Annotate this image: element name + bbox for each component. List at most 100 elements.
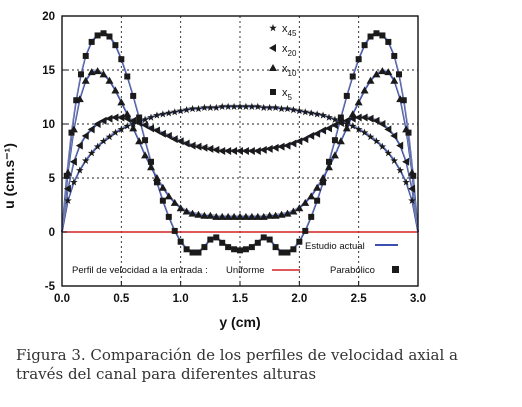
- data-point-square: [112, 42, 119, 49]
- data-point-square: [314, 197, 321, 204]
- data-point-square: [237, 247, 243, 254]
- data-point-triangle-up: [224, 212, 233, 220]
- data-point-triangle-up: [253, 212, 262, 220]
- data-point-triangle-up: [354, 98, 363, 106]
- data-point-triangle-left: [81, 131, 89, 140]
- x-tick-label: 2.5: [351, 293, 368, 305]
- data-point-triangle-up: [141, 151, 150, 159]
- data-point-square: [165, 213, 172, 220]
- data-point-star: [111, 128, 120, 136]
- data-point-star: [188, 104, 197, 113]
- data-point-triangle-up: [330, 151, 339, 159]
- data-point-triangle-left: [152, 126, 160, 135]
- data-point-triangle-left: [390, 131, 398, 140]
- data-point-triangle-left: [75, 141, 83, 150]
- velocity-profile-chart: 0.0 0.5 1.0 1.5 2.0 2.5 3.0 -5 0 5 10 15 20 u (cm.s⁻…: [1, 11, 426, 330]
- data-point-triangle-up: [342, 124, 351, 132]
- data-point-star: [384, 149, 393, 157]
- data-point-triangle-left: [408, 184, 416, 193]
- data-point-star: [230, 102, 238, 110]
- data-point-star: [283, 104, 292, 113]
- data-point-star: [105, 132, 114, 141]
- data-point-square: [272, 244, 279, 251]
- data-point-square: [231, 246, 238, 253]
- data-point-triangle-left: [348, 114, 356, 123]
- data-point-triangle-up: [194, 210, 203, 218]
- data-point-triangle-left: [313, 129, 321, 138]
- data-point-star: [248, 102, 256, 110]
- data-point-square: [326, 158, 332, 165]
- legend-label-sub: 5: [288, 93, 293, 102]
- data-point-star: [242, 102, 250, 110]
- data-point-triangle-up: [69, 125, 78, 133]
- data-point-triangle-left: [141, 121, 149, 130]
- data-point-star: [372, 137, 381, 145]
- data-point-triangle-left: [69, 157, 77, 166]
- y-tick-label: 0: [49, 227, 55, 239]
- data-point-triangle-left: [325, 124, 332, 133]
- data-point-star: [295, 107, 304, 115]
- data-point-square: [290, 246, 297, 253]
- data-point-square: [331, 137, 338, 144]
- data-point-square: [405, 129, 412, 136]
- data-point-triangle-up: [206, 211, 215, 219]
- data-point-triangle-up: [182, 207, 191, 215]
- data-point-triangle-up: [408, 168, 417, 176]
- data-point-triangle-left: [212, 145, 220, 154]
- data-point-triangle-left: [402, 157, 410, 166]
- data-point-triangle-left: [265, 144, 273, 153]
- data-point-star: [182, 105, 191, 114]
- data-point-triangle-up: [176, 204, 185, 212]
- legend-label: x20: [282, 43, 297, 58]
- data-point-square: [278, 249, 285, 256]
- data-point-square: [100, 30, 107, 37]
- data-point-square: [136, 114, 143, 121]
- data-point-square: [195, 249, 202, 256]
- data-point-square: [94, 32, 101, 39]
- data-point-square: [379, 32, 386, 39]
- data-point-triangle-left: [295, 137, 303, 146]
- data-point-star: [265, 103, 274, 112]
- data-point-triangle-left: [307, 131, 315, 140]
- data-point-triangle-up: [63, 168, 72, 176]
- legend-marker-star: [269, 24, 277, 32]
- data-point-triangle-up: [265, 211, 274, 219]
- y-tick-label: 15: [42, 65, 55, 77]
- x-tick-label: 1.0: [173, 293, 189, 305]
- data-point-star: [337, 117, 345, 126]
- data-point-star: [76, 166, 84, 174]
- figure-caption: Figura 3. Comparación de los perfiles de…: [16, 346, 512, 384]
- legend-bottom: Estudio actual Perfil de velocidad a la …: [72, 241, 399, 276]
- data-point-square: [148, 158, 154, 165]
- y-tick-label: -5: [45, 281, 56, 293]
- data-point-triangle-up: [75, 95, 84, 103]
- data-point-triangle-up: [259, 212, 268, 220]
- data-point-triangle-left: [247, 147, 255, 155]
- ticks-layer: 0.0 0.5 1.0 1.5 2.0 2.5 3.0 -5 0 5 10 15 20: [42, 11, 426, 305]
- legend-perfil-label: Perfil de velocidad a la entrada :: [72, 265, 208, 276]
- data-point-triangle-up: [283, 209, 292, 217]
- data-point-square: [391, 52, 398, 59]
- data-point-star: [319, 111, 327, 119]
- data-point-square: [142, 137, 149, 144]
- data-point-triangle-up: [147, 163, 155, 171]
- legend-marker-square: [270, 89, 276, 95]
- data-point-triangle-up: [135, 137, 144, 145]
- data-point-square: [367, 33, 374, 40]
- data-point-star: [93, 142, 102, 150]
- data-point-square: [302, 227, 309, 234]
- data-point-triangle-left: [372, 116, 380, 125]
- data-point-star: [218, 102, 226, 110]
- data-point-star: [277, 104, 286, 113]
- data-point-star: [224, 102, 232, 110]
- x-tick-label: 0.0: [54, 293, 70, 305]
- data-point-triangle-left: [378, 120, 386, 128]
- data-point-star: [313, 110, 321, 118]
- data-point-triangle-left: [360, 113, 368, 122]
- data-point-square: [77, 71, 84, 78]
- y-axis-label: u (cm.s⁻¹): [1, 143, 17, 209]
- legend-parabolico-marker: [392, 266, 399, 273]
- data-point-square: [349, 73, 356, 80]
- x-tick-label: 0.5: [113, 293, 130, 305]
- data-point-triangle-left: [271, 143, 279, 152]
